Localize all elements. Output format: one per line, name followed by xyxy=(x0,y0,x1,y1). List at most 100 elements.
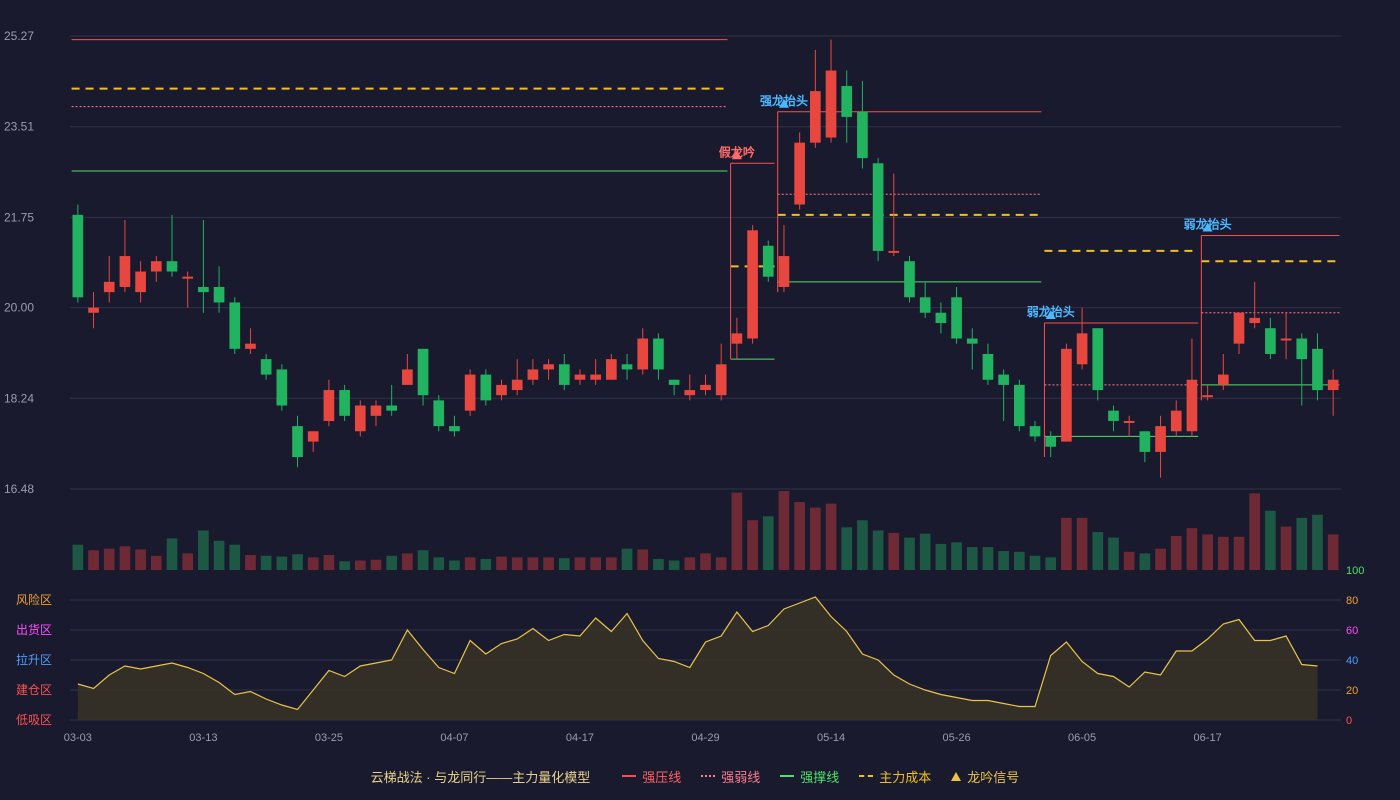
volume-bar xyxy=(1312,514,1323,570)
volume-bar xyxy=(982,547,994,570)
candle xyxy=(449,415,460,437)
candle xyxy=(150,256,162,282)
volume-bar xyxy=(103,548,115,570)
candle xyxy=(386,384,398,416)
candle xyxy=(637,328,649,375)
volume-bar xyxy=(323,554,335,570)
candle-body xyxy=(1076,333,1088,365)
signal-triangle-icon xyxy=(1202,222,1213,232)
weak-line-icon xyxy=(701,775,716,777)
candle-body xyxy=(88,307,99,313)
volume-bar xyxy=(621,548,633,570)
candle xyxy=(668,379,680,396)
legend-item-support[interactable]: 强撑线 xyxy=(780,767,839,786)
volume-bar xyxy=(857,520,868,570)
candle xyxy=(904,256,915,303)
candle xyxy=(825,39,837,143)
candle-body xyxy=(966,338,978,344)
candle-body xyxy=(1139,431,1151,452)
candle-body xyxy=(292,426,303,458)
candle xyxy=(1123,415,1135,437)
candle xyxy=(1249,281,1261,329)
candle-body xyxy=(354,405,366,432)
candle-body xyxy=(213,286,225,303)
candle-body xyxy=(700,384,711,391)
candle-body xyxy=(386,405,398,411)
candle xyxy=(841,70,853,143)
legend-label-cost: 主力成本 xyxy=(879,769,932,785)
candle-body xyxy=(621,364,633,370)
legend-item-pressure[interactable]: 强压线 xyxy=(622,767,681,786)
candle xyxy=(888,173,900,257)
volume-bar xyxy=(527,557,539,570)
volume-bar xyxy=(354,560,366,570)
legend-label-signal: 龙吟信号 xyxy=(967,769,1020,785)
candle xyxy=(653,333,664,380)
candle xyxy=(1312,333,1323,401)
volume-bar xyxy=(794,502,805,570)
candle-body xyxy=(747,230,758,339)
legend-item-weak[interactable]: 强弱线 xyxy=(701,767,760,786)
volume-bar xyxy=(558,558,570,570)
candle xyxy=(574,369,586,385)
x-tick-label: 06-17 xyxy=(1194,732,1222,744)
candle-body xyxy=(135,271,146,293)
candle xyxy=(1139,431,1151,463)
candle-body xyxy=(276,369,288,406)
candle xyxy=(558,353,570,391)
candle-body xyxy=(543,364,554,370)
candle-body xyxy=(888,250,900,253)
candle-body xyxy=(1170,410,1182,432)
legend-item-signal[interactable]: 龙吟信号 xyxy=(951,767,1019,786)
osc-tick-label: 40 xyxy=(1346,655,1358,667)
signal-triangle-icon xyxy=(778,98,789,108)
osc-tick-label: 0 xyxy=(1346,715,1352,727)
candle xyxy=(1186,338,1198,437)
cost-line-icon xyxy=(859,775,874,777)
zone-label: 风险区 xyxy=(16,592,52,607)
signal-label: 弱龙抬头 xyxy=(1184,216,1232,231)
volume-bar xyxy=(762,516,774,570)
candle xyxy=(119,219,131,293)
candle-body xyxy=(731,333,743,344)
osc-tick-label: 100 xyxy=(1346,565,1364,577)
candle xyxy=(182,271,194,308)
x-tick-label: 05-14 xyxy=(817,732,845,744)
candle xyxy=(464,369,476,416)
price-tick-label: 25.27 xyxy=(4,29,34,43)
candle-body xyxy=(370,405,382,416)
candle xyxy=(402,353,413,385)
volume-bar xyxy=(653,558,664,570)
legend-label-support: 强撑线 xyxy=(800,769,840,785)
candle xyxy=(480,369,492,406)
candle xyxy=(778,225,790,293)
osc-tick-label: 80 xyxy=(1346,595,1358,607)
volume-bar xyxy=(904,537,915,570)
candle-body xyxy=(935,312,947,324)
candle-body xyxy=(857,111,868,159)
candle-body xyxy=(1045,436,1057,447)
candle xyxy=(1013,379,1025,432)
volume-bar xyxy=(135,549,146,570)
volume-bar xyxy=(213,540,225,570)
candle xyxy=(951,286,962,344)
candle-body xyxy=(1123,420,1135,423)
candle xyxy=(715,343,727,401)
volume-bar xyxy=(778,491,790,570)
volume-bar xyxy=(119,546,131,570)
candle-body xyxy=(1249,317,1261,324)
candle xyxy=(1045,431,1057,458)
volume-bar xyxy=(1249,493,1261,570)
candle xyxy=(354,400,366,437)
candle xyxy=(417,348,429,406)
volume-bar xyxy=(668,560,680,570)
legend-item-cost[interactable]: 主力成本 xyxy=(859,767,931,786)
volume-bar xyxy=(480,558,492,570)
volume-bar xyxy=(825,503,837,570)
volume-bar xyxy=(1155,548,1166,570)
candle xyxy=(1170,400,1182,437)
volume-bar xyxy=(872,530,884,570)
candle xyxy=(700,374,711,396)
signal-label: 强龙抬头 xyxy=(760,93,808,108)
